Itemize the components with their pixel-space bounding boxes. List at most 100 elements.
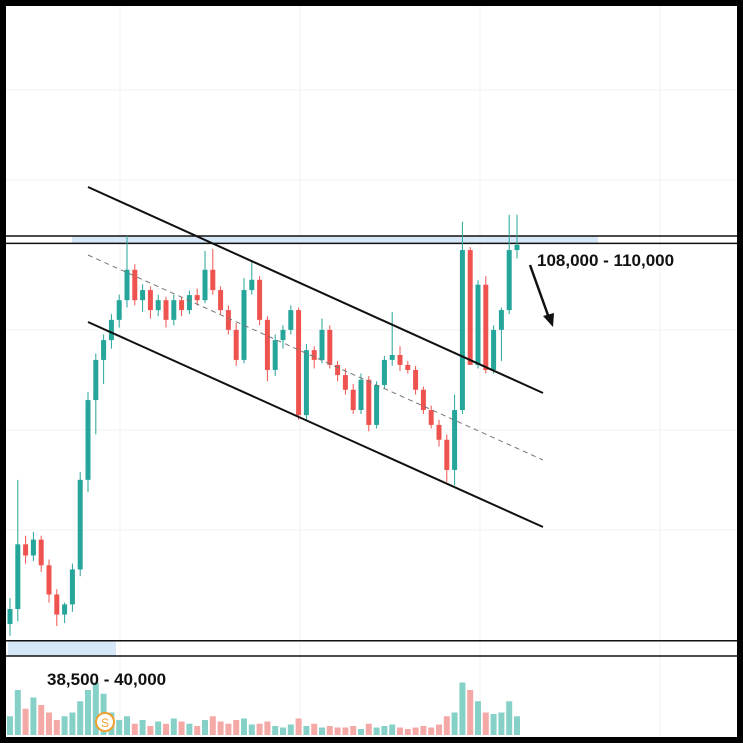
volume-bar — [404, 729, 411, 735]
candle-body — [327, 329, 333, 365]
channel-mid — [87, 254, 544, 461]
arrow — [528, 264, 551, 319]
volume-bar — [241, 718, 247, 735]
volume-bar — [272, 726, 279, 735]
candle-body — [350, 389, 356, 411]
volume-bar — [311, 723, 318, 735]
volume-bar — [69, 712, 76, 735]
candle-body — [506, 250, 512, 311]
candle-body — [108, 319, 114, 341]
volume-bar — [186, 723, 193, 735]
badge-text: S — [101, 716, 109, 730]
volume-bar — [14, 690, 21, 735]
candle-body — [116, 300, 122, 320]
volume-bar — [139, 720, 146, 735]
candle-body — [358, 379, 364, 411]
volume-bar — [467, 690, 474, 735]
volume-bar — [397, 727, 403, 735]
channel-upper — [87, 186, 544, 394]
volume-bar — [436, 724, 442, 735]
volume-bar — [451, 712, 458, 735]
channel-lower — [87, 321, 544, 528]
volume-bar — [209, 716, 216, 735]
volume-bar — [365, 723, 372, 735]
candle-body — [124, 269, 130, 301]
candle-body — [397, 354, 403, 365]
candle-body — [7, 608, 13, 625]
candle-body — [218, 290, 224, 311]
volume-bar — [389, 724, 396, 735]
candle-body — [444, 439, 450, 470]
volume-bar — [264, 721, 271, 735]
volume-bar — [475, 701, 481, 735]
volume-bar — [514, 716, 520, 735]
candle-body — [303, 350, 309, 416]
volume-bar — [287, 724, 294, 735]
candle-body — [389, 354, 395, 360]
volume-bar — [482, 712, 489, 735]
candle-body — [311, 350, 317, 360]
candle-body — [233, 329, 239, 360]
zone — [72, 236, 598, 244]
volume-bar — [248, 724, 255, 735]
candle-body — [342, 375, 348, 390]
candle-body — [428, 410, 434, 425]
candle-body — [257, 279, 263, 320]
candle-body — [467, 250, 473, 365]
candle-body — [288, 310, 294, 330]
candle-body — [405, 364, 411, 370]
arrow-head — [543, 313, 554, 327]
badge-icon — [95, 712, 115, 732]
volume-bar — [217, 721, 224, 735]
candle-body — [335, 364, 341, 376]
candle-body — [413, 369, 419, 390]
candle-body — [381, 359, 387, 385]
volume-bar — [326, 726, 333, 735]
volume-bar — [194, 726, 201, 735]
candle-body — [23, 544, 29, 556]
volume-bar — [428, 727, 435, 735]
candle-body — [155, 300, 161, 311]
volume-bar — [170, 718, 177, 735]
candle-body — [225, 310, 231, 330]
candle-body — [38, 539, 44, 566]
volume-bar — [178, 721, 185, 735]
volume-bar — [342, 727, 349, 735]
candle-body — [140, 290, 146, 301]
volume-bar — [147, 726, 154, 735]
volume-bar — [303, 726, 310, 735]
candle-body — [69, 569, 75, 605]
volume-bar — [77, 701, 84, 735]
candle-body — [280, 329, 286, 341]
volume-bar — [358, 729, 364, 735]
volume-bar — [38, 705, 45, 735]
candle-body — [186, 295, 192, 311]
candle-body — [85, 400, 91, 480]
volume-bar — [506, 701, 513, 735]
grid — [6, 6, 737, 737]
candle-body — [264, 319, 270, 370]
volume-bar — [202, 720, 208, 735]
volume-bar — [116, 720, 123, 735]
volume-bar — [295, 718, 302, 735]
volume-bar — [30, 697, 37, 735]
candle-body — [46, 565, 52, 595]
candle-body — [420, 389, 426, 411]
candle-body — [163, 300, 169, 320]
candle-body — [202, 269, 208, 301]
candle-body — [179, 300, 185, 311]
candle-body — [132, 269, 138, 301]
candle-body — [249, 279, 255, 291]
volume-bar — [124, 716, 130, 735]
volume-bar — [131, 723, 138, 735]
candle-body — [498, 310, 504, 330]
volume-bar — [61, 716, 68, 735]
candle-body — [15, 544, 21, 609]
candle-body — [452, 410, 458, 470]
volume-bar — [334, 727, 341, 735]
candle-body — [241, 290, 247, 360]
volume-bar — [381, 726, 388, 735]
candle-body — [483, 284, 489, 370]
candle-body — [54, 594, 60, 615]
